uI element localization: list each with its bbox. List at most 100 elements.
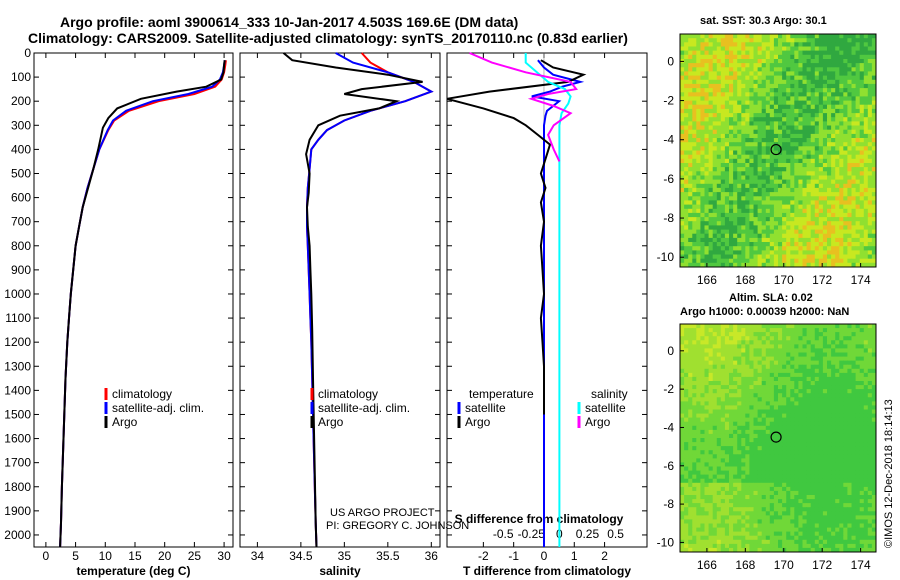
map-cell (692, 348, 697, 353)
map-cell (847, 146, 852, 151)
map-cell (708, 196, 714, 201)
map-cell (847, 92, 852, 97)
map-cell (765, 92, 771, 97)
map-cell (757, 246, 763, 251)
map-cell (765, 108, 771, 114)
map-cell (749, 34, 754, 39)
map-cell (765, 138, 771, 143)
map-cell (733, 486, 738, 492)
map-cell (798, 179, 803, 185)
map-cell (871, 486, 877, 492)
map-cell (798, 34, 803, 39)
map-cell (716, 117, 722, 122)
map-cell (843, 393, 848, 398)
map-cell (867, 79, 873, 85)
map-cell (741, 381, 746, 386)
map-cell (700, 121, 705, 126)
map-cell (847, 340, 852, 345)
map-cell (753, 138, 758, 143)
map-cell (863, 221, 869, 226)
map-cell (810, 171, 816, 176)
map-cell (729, 352, 734, 357)
map-cell (806, 187, 812, 193)
map-cell (712, 413, 718, 419)
map-cell (708, 204, 714, 210)
map-cell (724, 34, 730, 39)
map-cell (745, 433, 750, 439)
map-cell (737, 179, 742, 185)
map-cell (749, 100, 754, 106)
map-cell (741, 376, 746, 382)
map-cell (769, 348, 775, 353)
map-cell (680, 478, 685, 484)
map-cell (745, 254, 750, 260)
map-cell (741, 393, 746, 398)
map-cell (684, 154, 689, 160)
map-cell (867, 364, 873, 370)
map-cell (700, 125, 705, 131)
map-cell (798, 154, 803, 160)
map-cell (724, 466, 730, 471)
map-cell (692, 125, 697, 131)
map-cell (790, 154, 795, 160)
map-cell (745, 150, 750, 156)
y-tick-label: 500 (11, 166, 31, 180)
map-cell (810, 478, 816, 484)
map-cell (737, 389, 742, 394)
map-cell (761, 258, 767, 264)
map-cell (827, 38, 832, 43)
map-cell (806, 364, 812, 370)
map-cell (786, 470, 791, 476)
map-cell (851, 71, 856, 76)
map-cell (822, 167, 828, 172)
map-cell (794, 246, 799, 251)
map-cell (806, 121, 812, 126)
map-cell (696, 376, 701, 382)
map-cell (810, 401, 816, 406)
map-cell (753, 246, 758, 251)
map-cell (835, 336, 840, 341)
map-cell (778, 212, 783, 218)
map-cell (814, 417, 820, 423)
map-cell (794, 417, 799, 423)
map-cell (761, 409, 767, 414)
map-cell (733, 413, 738, 419)
map-cell (835, 409, 840, 414)
map-cell (708, 75, 714, 81)
map-cell (724, 187, 730, 193)
map-cell (863, 397, 869, 402)
map-cell (712, 344, 718, 349)
map-cell (831, 34, 836, 39)
map-cell (839, 79, 844, 85)
map-cell (814, 221, 820, 226)
map-cell (773, 225, 779, 230)
map-cell (700, 438, 705, 443)
map-cell (749, 59, 754, 64)
map-cell (708, 381, 714, 386)
map-cell (720, 200, 726, 205)
map-cell (737, 397, 742, 402)
map-cell (684, 208, 689, 214)
map-cell (802, 258, 807, 264)
map-cell (863, 75, 869, 81)
map-cell (851, 108, 856, 114)
map-cell (790, 92, 795, 97)
map-cell (704, 221, 709, 226)
map-cell (790, 389, 795, 394)
map-cell (688, 208, 693, 214)
map-cell (843, 352, 848, 357)
map-cell (855, 458, 861, 463)
map-cell (818, 352, 824, 357)
map-cell (843, 254, 848, 260)
map-cell (831, 113, 836, 118)
map-cell (733, 409, 738, 414)
legend-entry: climatology (112, 387, 172, 401)
map-cell (790, 446, 795, 451)
map-cell (769, 221, 775, 226)
map-cell (684, 482, 689, 488)
map-cell (847, 54, 852, 60)
map-cell (712, 438, 718, 443)
map-cell (867, 38, 873, 43)
map-cell (757, 142, 763, 147)
map-cell (847, 348, 852, 353)
